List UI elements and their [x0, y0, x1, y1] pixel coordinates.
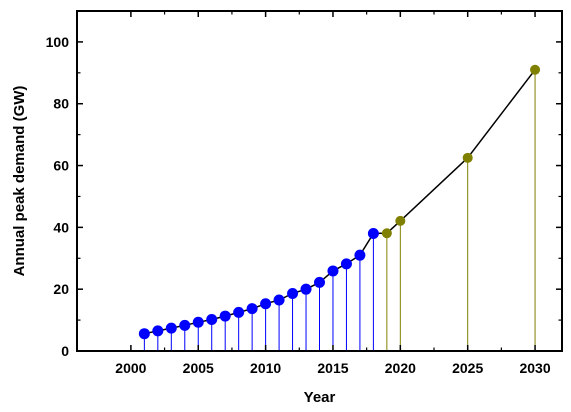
y-tick-label: 60 [53, 158, 69, 174]
x-axis-title: Year [304, 389, 336, 406]
projected-point [395, 215, 406, 226]
historical-point [179, 319, 191, 331]
x-tick-label: 2005 [183, 360, 214, 376]
ticks-layer: 2000 2005 2010 2015 2020 2025 2030 0 20 40 60 80 100 [46, 11, 562, 376]
historical-point [219, 310, 231, 322]
historical-point [314, 276, 325, 288]
lines-layer [144, 69, 536, 335]
x-tick-label: 2010 [250, 360, 281, 376]
historical-point [206, 313, 218, 325]
y-tick-label: 40 [53, 219, 69, 235]
historical-point [152, 325, 164, 337]
historical-point [165, 322, 177, 334]
stems-layer [143, 69, 536, 351]
y-tick-label: 20 [53, 281, 69, 297]
historical-point [327, 265, 339, 277]
historical-point [260, 298, 272, 310]
x-tick-label: 2015 [317, 360, 348, 376]
historical-point [233, 306, 245, 318]
x-tick-label: 2000 [115, 360, 146, 376]
historical-point [300, 283, 312, 295]
historical-point [246, 303, 258, 315]
projected-point [381, 228, 392, 239]
x-tick-label: 2025 [452, 360, 483, 376]
projected-point [462, 152, 473, 163]
plot-frame [76, 10, 563, 352]
historical-point [340, 258, 352, 270]
historical-point [354, 249, 366, 261]
points-layer [138, 64, 541, 340]
historical-point [138, 328, 150, 340]
historical-point [192, 316, 204, 328]
x-tick-label: 2020 [385, 360, 416, 376]
y-tick-label: 80 [53, 96, 69, 112]
y-tick-label: 100 [46, 34, 70, 50]
historical-point [273, 294, 285, 306]
historical-point [287, 288, 299, 300]
demand-line [144, 69, 536, 335]
x-tick-label: 2030 [519, 360, 550, 376]
y-tick-label: 0 [61, 343, 69, 359]
y-axis-title: Annual peak demand (GW) [11, 86, 28, 277]
historical-point [367, 228, 379, 240]
projected-point [530, 64, 541, 75]
